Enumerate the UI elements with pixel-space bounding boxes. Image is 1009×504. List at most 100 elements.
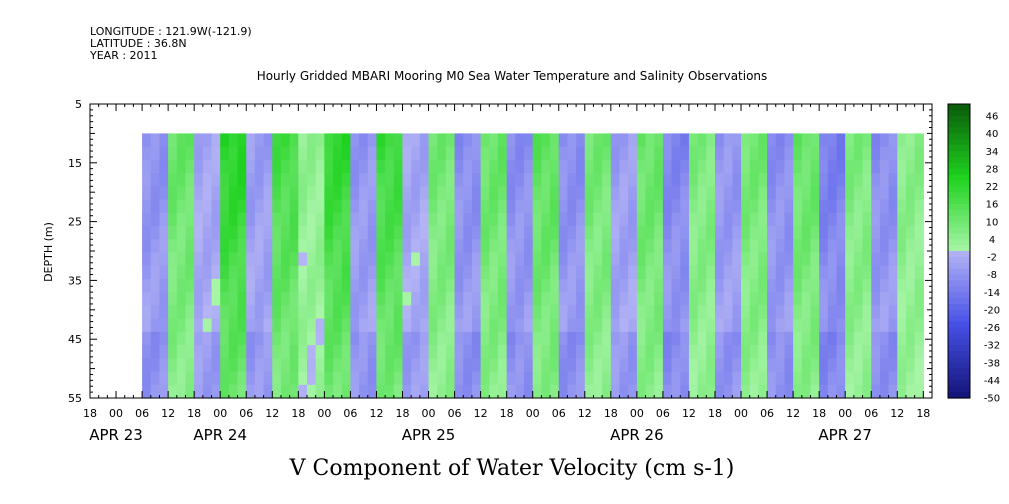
field-cell [298,146,308,161]
field-cell [784,252,794,267]
field-cell [150,384,161,399]
field-cell [793,226,803,240]
field-cell [185,292,195,306]
field-cell [168,278,178,293]
field-cell [619,159,629,174]
field-cell [636,133,647,148]
field-cell [775,265,786,280]
field-cell [827,305,838,320]
field-cell [463,173,473,187]
field-cell [810,239,820,254]
field-cell [558,199,569,214]
field-cell [333,226,343,240]
field-cell [445,226,456,240]
field-cell [202,186,213,201]
field-cell [185,173,195,187]
field-cell [741,173,751,187]
field-cell [168,239,178,254]
field-cell [654,331,664,346]
field-cell [871,345,881,359]
x-hour-label: 12 [265,407,279,420]
field-cell [801,199,812,214]
field-cell [497,358,508,373]
field-cell [437,159,447,174]
field-cell [524,252,534,267]
field-cell [454,252,464,267]
field-cell [619,331,629,346]
field-cell [524,133,534,148]
field-cell [897,318,907,333]
field-cell [506,186,516,201]
field-cell [194,278,204,293]
field-cell [202,199,213,214]
field-cell [628,226,638,240]
field-cell [272,239,282,254]
field-cell [862,212,872,227]
field-cell [489,173,499,187]
field-cell [836,226,846,240]
colorbar-band [948,256,970,264]
field-cell [289,212,299,227]
field-cell [489,371,499,386]
field-cell [524,173,534,187]
colorbar-band [948,145,970,152]
field-cell [176,146,187,161]
field-cell [862,226,872,240]
field-cell [194,292,204,306]
field-cell [376,146,386,161]
field-cell [610,252,621,267]
field-cell [610,318,621,333]
field-cell [272,331,282,346]
field-cell [576,159,586,174]
field-cell [254,252,265,267]
field-cell [228,239,239,254]
field-cell [150,226,161,240]
field-cell [367,186,378,201]
field-cell [506,159,516,174]
field-cell [150,199,161,214]
field-cell [289,371,299,386]
field-cell [445,146,456,161]
field-cell [706,278,716,293]
field-cell [706,226,716,240]
field-cell [610,278,621,293]
field-cell [150,358,161,373]
field-cell [480,133,490,148]
field-cell [359,226,369,240]
field-cell [315,278,325,293]
field-cell [541,199,551,214]
field-cell [584,358,595,373]
field-cell [619,226,629,240]
field-cell [471,318,482,333]
field-cell [758,292,768,306]
field-cell [801,265,812,280]
field-cell [202,226,213,240]
field-cell [524,358,534,373]
field-cell [584,226,595,240]
field-cell [827,186,838,201]
field-cell [914,371,924,386]
field-cell [610,146,621,161]
field-cell [272,318,282,333]
field-cell [150,146,161,161]
field-cell [714,212,725,227]
field-cell [341,345,352,359]
field-cell [662,252,673,267]
field-cell [567,278,577,293]
field-cell [697,384,707,399]
field-cell [801,345,812,359]
field-cell [662,239,673,254]
field-cell [497,278,508,293]
colorbar-label: -14 [984,288,1000,299]
field-cell [775,305,786,320]
field-cell [298,186,308,201]
field-cell [385,212,395,227]
field-cell [827,239,838,254]
field-cell [671,278,681,293]
field-cell [593,173,603,187]
field-cell [714,133,725,148]
field-cell [228,199,239,214]
field-cell [280,265,291,280]
field-cell [888,318,898,333]
field-cell [758,265,768,280]
